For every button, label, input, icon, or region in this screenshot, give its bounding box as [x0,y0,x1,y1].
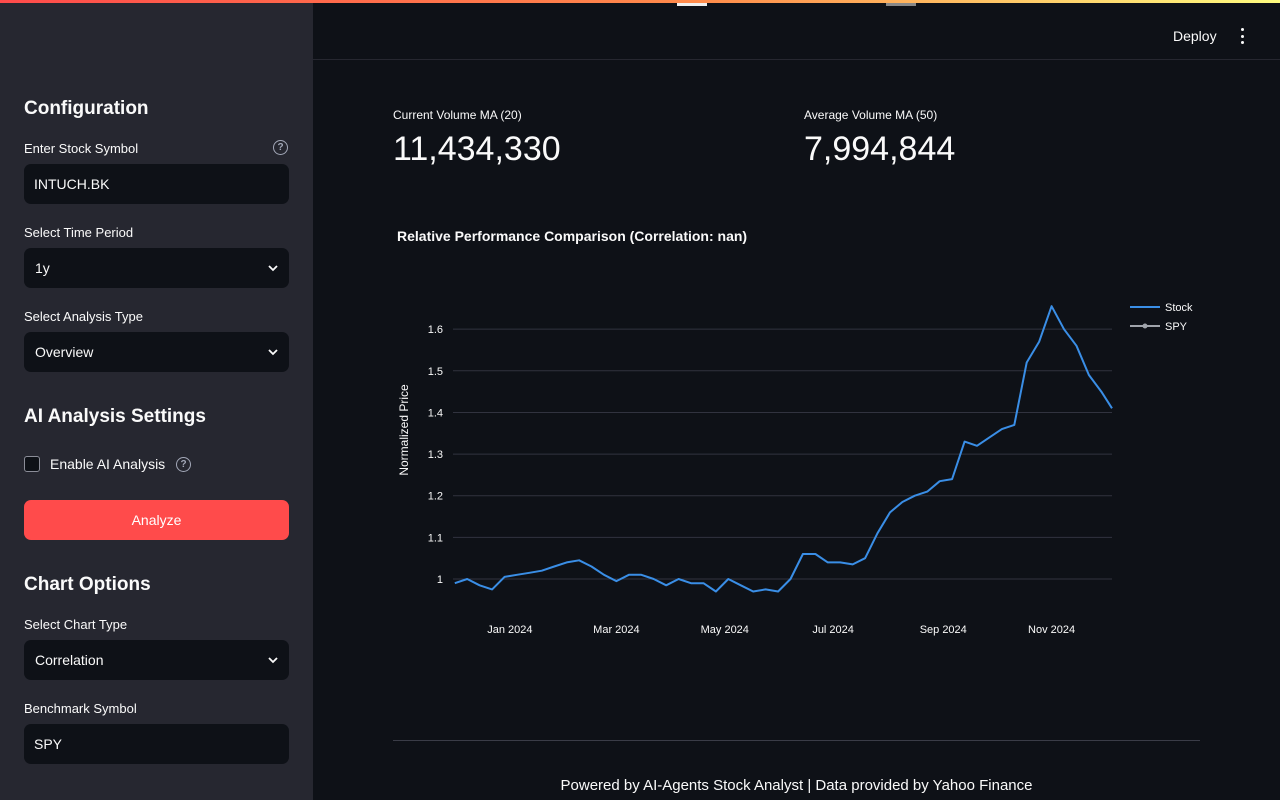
chart-type-label: Select Chart Type [24,617,128,632]
x-tick-label: May 2024 [701,624,749,636]
x-tick-label: Jul 2024 [812,624,854,636]
y-axis-label: Normalized Price [397,384,411,476]
y-tick-label: 1.2 [428,491,443,503]
x-tick-label: Jan 2024 [487,624,532,636]
y-axis-ticks: 1 1.1 1.2 1.3 1.4 1.5 1.6 [428,324,443,586]
ai-settings-heading: AI Analysis Settings [24,406,206,427]
stock-symbol-input[interactable]: INTUCH.BK [24,164,289,204]
footer-divider [393,740,1200,741]
sidebar: Configuration Enter Stock Symbol ? INTUC… [0,0,313,800]
benchmark-label: Benchmark Symbol [24,701,137,716]
x-tick-label: Sep 2024 [920,624,967,636]
header-mark [886,0,916,6]
help-icon[interactable]: ? [176,457,191,472]
enable-ai-checkbox[interactable] [24,456,40,472]
chevron-down-icon [268,349,278,356]
legend-label: Stock [1165,302,1193,314]
time-period-value: 1y [35,260,50,276]
header-mark [677,0,707,6]
legend-label: SPY [1165,321,1188,333]
chart-options-heading: Chart Options [24,574,151,595]
header-divider [313,59,1280,60]
chevron-down-icon [268,657,278,664]
y-tick-label: 1.4 [428,407,443,419]
metric-label-average-volume: Average Volume MA (50) [804,108,938,122]
analysis-type-select[interactable]: Overview [24,332,289,372]
x-tick-label: Mar 2024 [593,624,639,636]
top-decoration-bar [0,0,1280,3]
chart-type-value: Correlation [35,652,104,668]
chart-title: Relative Performance Comparison (Correla… [397,228,748,244]
x-tick-label: Nov 2024 [1028,624,1075,636]
analyze-button[interactable]: Analyze [24,500,289,540]
stock-symbol-label: Enter Stock Symbol [24,141,139,156]
metric-label-current-volume: Current Volume MA (20) [393,108,522,122]
y-tick-label: 1.3 [428,449,443,461]
y-tick-label: 1.5 [428,366,443,378]
benchmark-input[interactable]: SPY [24,724,289,764]
y-tick-label: 1 [437,574,443,586]
benchmark-value: SPY [34,736,63,752]
metric-value-current-volume: 11,434,330 [393,130,561,168]
series-line-stock [454,305,1113,593]
enable-ai-label[interactable]: Enable AI Analysis [50,456,166,472]
chart-gridlines [453,328,1112,580]
main-menu-icon[interactable] [1237,27,1247,45]
footer-text: Powered by AI-Agents Stock Analyst | Dat… [560,777,1033,794]
performance-chart: 1 1.1 1.2 1.3 1.4 1.5 1.6 Jan 2024 Mar 2024 May … [397,302,1193,636]
chevron-down-icon [268,265,278,272]
chart-type-select[interactable]: Correlation [24,640,289,680]
chart-legend: Stock SPY [1130,302,1193,333]
time-period-label: Select Time Period [24,225,134,240]
stock-symbol-value: INTUCH.BK [34,176,110,192]
chart-series [454,305,1113,593]
metric-value-average-volume: 7,994,844 [804,130,956,168]
analysis-type-label: Select Analysis Type [24,309,143,324]
y-tick-label: 1.1 [428,532,443,544]
deploy-button[interactable]: Deploy [1173,28,1217,44]
analysis-type-value: Overview [35,344,94,360]
x-axis-ticks: Jan 2024 Mar 2024 May 2024 Jul 2024 Sep 2024… [487,624,1075,636]
main-area: Deploy Current Volume MA (20) 11,434,330… [313,0,1280,800]
configuration-heading: Configuration [24,98,149,119]
legend-marker [1142,323,1148,329]
y-tick-label: 1.6 [428,324,443,336]
time-period-select[interactable]: 1y [24,248,289,288]
help-icon[interactable]: ? [273,140,288,155]
